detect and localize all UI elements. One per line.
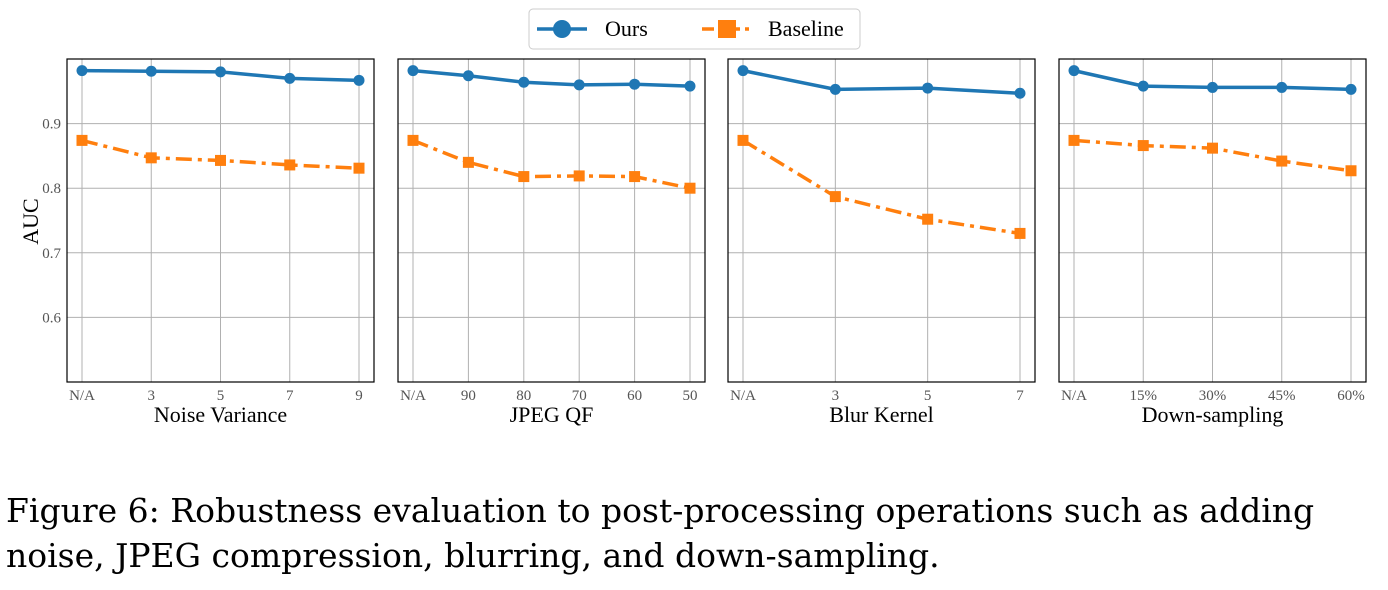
baseline-point — [215, 154, 226, 166]
ours-point — [573, 79, 585, 91]
legend-label-baseline: Baseline — [768, 16, 844, 41]
x-axis-label: Blur Kernel — [829, 402, 933, 427]
y-tick-label: 0.9 — [42, 117, 61, 133]
baseline-point — [629, 171, 641, 183]
plot-frame — [727, 58, 1036, 383]
baseline-series-line — [742, 138, 1021, 236]
ours-point — [1276, 81, 1288, 93]
baseline-point — [1276, 155, 1288, 167]
baseline-point — [1345, 165, 1357, 177]
ours-point — [518, 76, 530, 88]
x-tick-label: N/A — [730, 388, 756, 404]
x-tick-label: 60 — [627, 388, 642, 404]
x-tick-label: 50 — [683, 388, 698, 404]
y-tick-label: 0.6 — [42, 310, 61, 326]
chart-panel-4: N/A 15% 30% 45% 60% Down-sampling — [1058, 58, 1367, 427]
x-tick-label: 5 — [217, 388, 225, 404]
x-tick-label: N/A — [400, 388, 426, 404]
chart-panel-2: N/A 90 80 70 60 50 JPEG QF — [397, 58, 706, 427]
baseline-point — [1068, 134, 1080, 146]
plot-frame — [397, 58, 706, 383]
baseline-point — [518, 171, 530, 183]
legend-baseline-marker — [718, 20, 736, 38]
chart-panel-3: N/A 3 5 7 Blur Kernel — [727, 58, 1036, 427]
ours-series-line — [412, 68, 691, 88]
plot-frame — [1058, 58, 1367, 383]
x-tick-label: 80 — [516, 388, 531, 404]
baseline-point — [684, 182, 696, 194]
x-tick-label: N/A — [1061, 388, 1087, 404]
x-tick-label: 90 — [461, 388, 476, 404]
x-tick-label: 15% — [1130, 388, 1158, 404]
ours-point — [215, 66, 226, 78]
ours-point — [737, 65, 749, 77]
baseline-point — [76, 134, 88, 146]
legend-ours-marker — [553, 20, 571, 38]
baseline-point — [737, 134, 749, 146]
baseline-point — [573, 170, 585, 182]
y-tick-label: 0.8 — [42, 181, 61, 197]
ours-point — [1207, 81, 1218, 93]
x-tick-label: 5 — [924, 388, 932, 404]
y-tick-label: 0.7 — [42, 246, 61, 262]
ours-point — [922, 82, 934, 94]
x-tick-label: 45% — [1268, 388, 1296, 404]
ours-point — [353, 74, 365, 86]
x-tick-label: 30% — [1199, 388, 1227, 404]
x-tick-label: 9 — [355, 388, 363, 404]
baseline-point — [922, 213, 934, 225]
baseline-point — [829, 191, 841, 203]
ours-point — [629, 78, 641, 90]
ours-point — [407, 65, 419, 77]
ours-point — [684, 80, 696, 92]
baseline-point — [353, 162, 365, 174]
y-axis-label: AUC — [18, 198, 43, 244]
ours-point — [829, 83, 841, 95]
x-tick-label: 7 — [286, 388, 294, 404]
ours-point — [1068, 65, 1080, 77]
x-axis-label: JPEG QF — [510, 402, 594, 427]
baseline-point — [1137, 140, 1149, 152]
x-tick-label: 3 — [148, 388, 156, 404]
figure-caption: Figure 6: Robustness evaluation to post-… — [6, 491, 1315, 575]
baseline-point — [145, 152, 157, 164]
figure: Ours Baseline 0.6 0.7 0.8 0.9 N/A 3 5 7 9 Noise Va… — [18, 8, 1367, 427]
x-tick-label: 60% — [1337, 388, 1365, 404]
baseline-point — [407, 134, 419, 146]
ours-point — [1014, 87, 1026, 99]
baseline-point — [1014, 227, 1026, 239]
x-axis-label: Down-sampling — [1142, 402, 1284, 427]
chart-panels: 0.6 0.7 0.8 0.9 N/A 3 5 7 9 Noise Variance N/A 90 80… — [18, 58, 1367, 427]
ours-point — [462, 70, 474, 82]
x-tick-label: 7 — [1016, 388, 1024, 404]
x-tick-label: 3 — [832, 388, 840, 404]
ours-point — [1137, 80, 1149, 92]
baseline-point — [1207, 142, 1218, 154]
ours-point — [76, 65, 88, 77]
baseline-series-line — [412, 138, 691, 190]
x-axis-label: Noise Variance — [154, 402, 287, 427]
legend-label-ours: Ours — [605, 16, 648, 41]
plot-frame — [66, 58, 375, 383]
legend-box — [528, 8, 861, 50]
ours-point — [284, 72, 296, 84]
legend: Ours Baseline — [528, 8, 861, 50]
baseline-point — [462, 156, 474, 168]
ours-point — [1345, 83, 1357, 95]
ours-point — [145, 65, 157, 77]
chart-panel-1: 0.6 0.7 0.8 0.9 N/A 3 5 7 9 Noise Variance — [42, 58, 375, 427]
baseline-point — [284, 159, 296, 171]
ours-series-line — [742, 68, 1021, 95]
x-tick-label: N/A — [69, 388, 95, 404]
x-tick-label: 70 — [572, 388, 587, 404]
